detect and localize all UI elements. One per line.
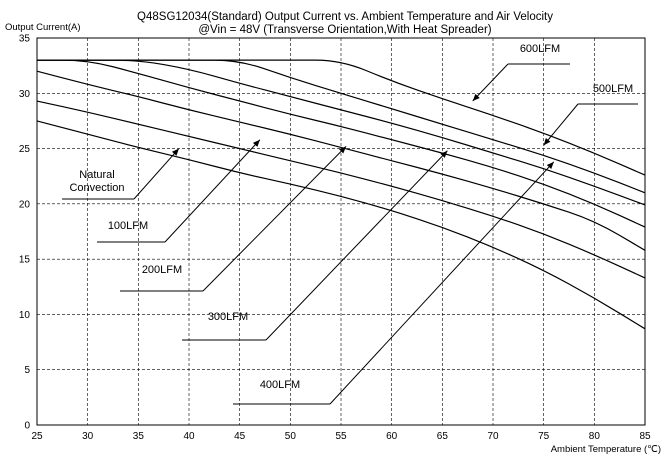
x-tick-label: 80 <box>589 431 601 442</box>
chart-title: Q48SG12034(Standard) Output Current vs. … <box>137 11 553 23</box>
annotation-arrowhead <box>252 139 260 147</box>
x-tick-label: 70 <box>487 431 499 442</box>
series-line-6 <box>37 59 646 176</box>
series-line-2 <box>36 70 646 251</box>
annotation-leader <box>329 161 555 405</box>
annotation-label: Convection <box>69 182 124 194</box>
tick-labels: 25 30 35 40 45 50 55 60 65 70 75 80 85 0 5 10 15 20 25 30 35 <box>19 34 651 443</box>
annotation-label: 400LFM <box>260 379 300 391</box>
x-tick-label: 85 <box>639 431 651 442</box>
x-tick-label: 50 <box>285 431 297 442</box>
x-tick-label: 60 <box>386 431 398 442</box>
y-tick-label: 0 <box>24 421 30 432</box>
series-line-3 <box>37 59 646 228</box>
y-tick-label: 25 <box>19 144 31 155</box>
y-axis-label: Output Current(A) <box>5 22 81 33</box>
x-tick-label: 30 <box>82 431 94 442</box>
annotation-arrowhead <box>171 148 179 156</box>
y-tick-label: 35 <box>19 34 31 45</box>
y-tick-label: 5 <box>24 365 30 376</box>
annotation-arrowhead <box>546 161 554 170</box>
x-tick-label: 55 <box>335 431 347 442</box>
x-tick-label: 35 <box>133 431 145 442</box>
annotation-leader <box>543 103 579 146</box>
y-tick-label: 30 <box>19 89 31 100</box>
annotation-label: 300LFM <box>208 311 248 323</box>
annotation-leader <box>202 146 347 292</box>
annotation-label: 600LFM <box>520 43 560 55</box>
x-tick-label: 75 <box>538 431 550 442</box>
y-tick-label: 20 <box>19 199 31 210</box>
x-tick-label: 40 <box>183 431 195 442</box>
x-tick-label: 65 <box>437 431 449 442</box>
annotation-leader <box>472 63 509 102</box>
plot-frame <box>36 37 646 426</box>
annotation-leader <box>265 150 448 341</box>
annotation-arrowhead <box>472 93 480 102</box>
series-lines <box>36 59 646 330</box>
y-tick-label: 10 <box>19 310 31 321</box>
annotation-label: 100LFM <box>108 220 148 232</box>
annotation-label: 200LFM <box>142 264 182 276</box>
annotation-label: 500LFM <box>593 83 633 95</box>
annotation-leader <box>164 139 261 243</box>
series-line-0 <box>36 120 646 330</box>
annotation-arrowhead <box>440 150 448 158</box>
x-tick-label: 45 <box>234 431 246 442</box>
y-tick-label: 15 <box>19 255 31 266</box>
annotation-arrowhead <box>339 146 347 154</box>
x-tick-label: 25 <box>31 431 43 442</box>
x-axis-label: Ambient Temperature (℃) <box>551 444 661 455</box>
annotation-arrowhead <box>543 137 551 146</box>
series-line-1 <box>36 100 646 279</box>
chart-subtitle: @Vin = 48V (Transverse Orientation,With … <box>198 24 491 36</box>
annotation-label: Natural <box>79 169 114 181</box>
annotation-leader <box>133 148 180 200</box>
